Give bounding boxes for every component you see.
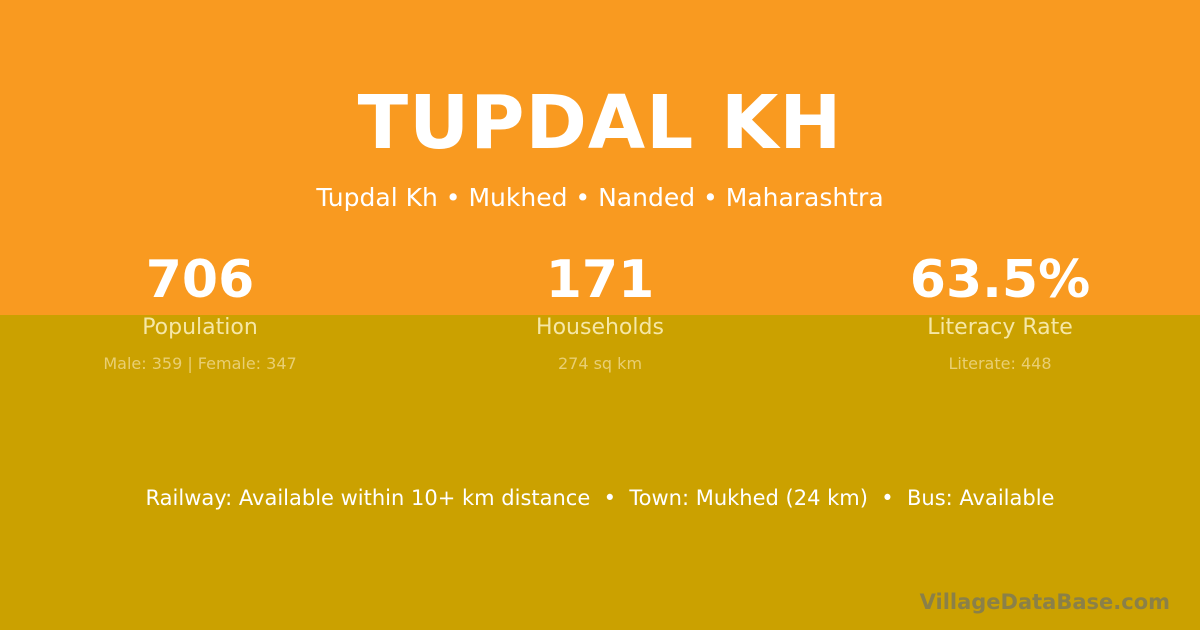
village-title: TUPDAL KH [357,80,843,166]
households-label: Households [536,315,664,340]
population-detail: Male: 359 | Female: 347 [103,354,297,373]
literacy-label: Literacy Rate [927,315,1073,340]
population-label: Population [142,315,258,340]
footer-band [0,315,1200,630]
site-logo: VillageDataBase.com [919,590,1170,614]
header-band [0,0,1200,315]
households-value: 171 [545,250,655,310]
literacy-detail: Literate: 448 [948,354,1052,373]
households-detail: 274 sq km [557,354,643,373]
location-breadcrumb: Tupdal Kh • Mukhed • Nanded • Maharashtr… [316,183,884,212]
population-value: 706 [145,250,255,310]
amenities-info: Railway: Available within 10+ km distanc… [145,486,1055,510]
literacy-value: 63.5% [909,250,1091,310]
